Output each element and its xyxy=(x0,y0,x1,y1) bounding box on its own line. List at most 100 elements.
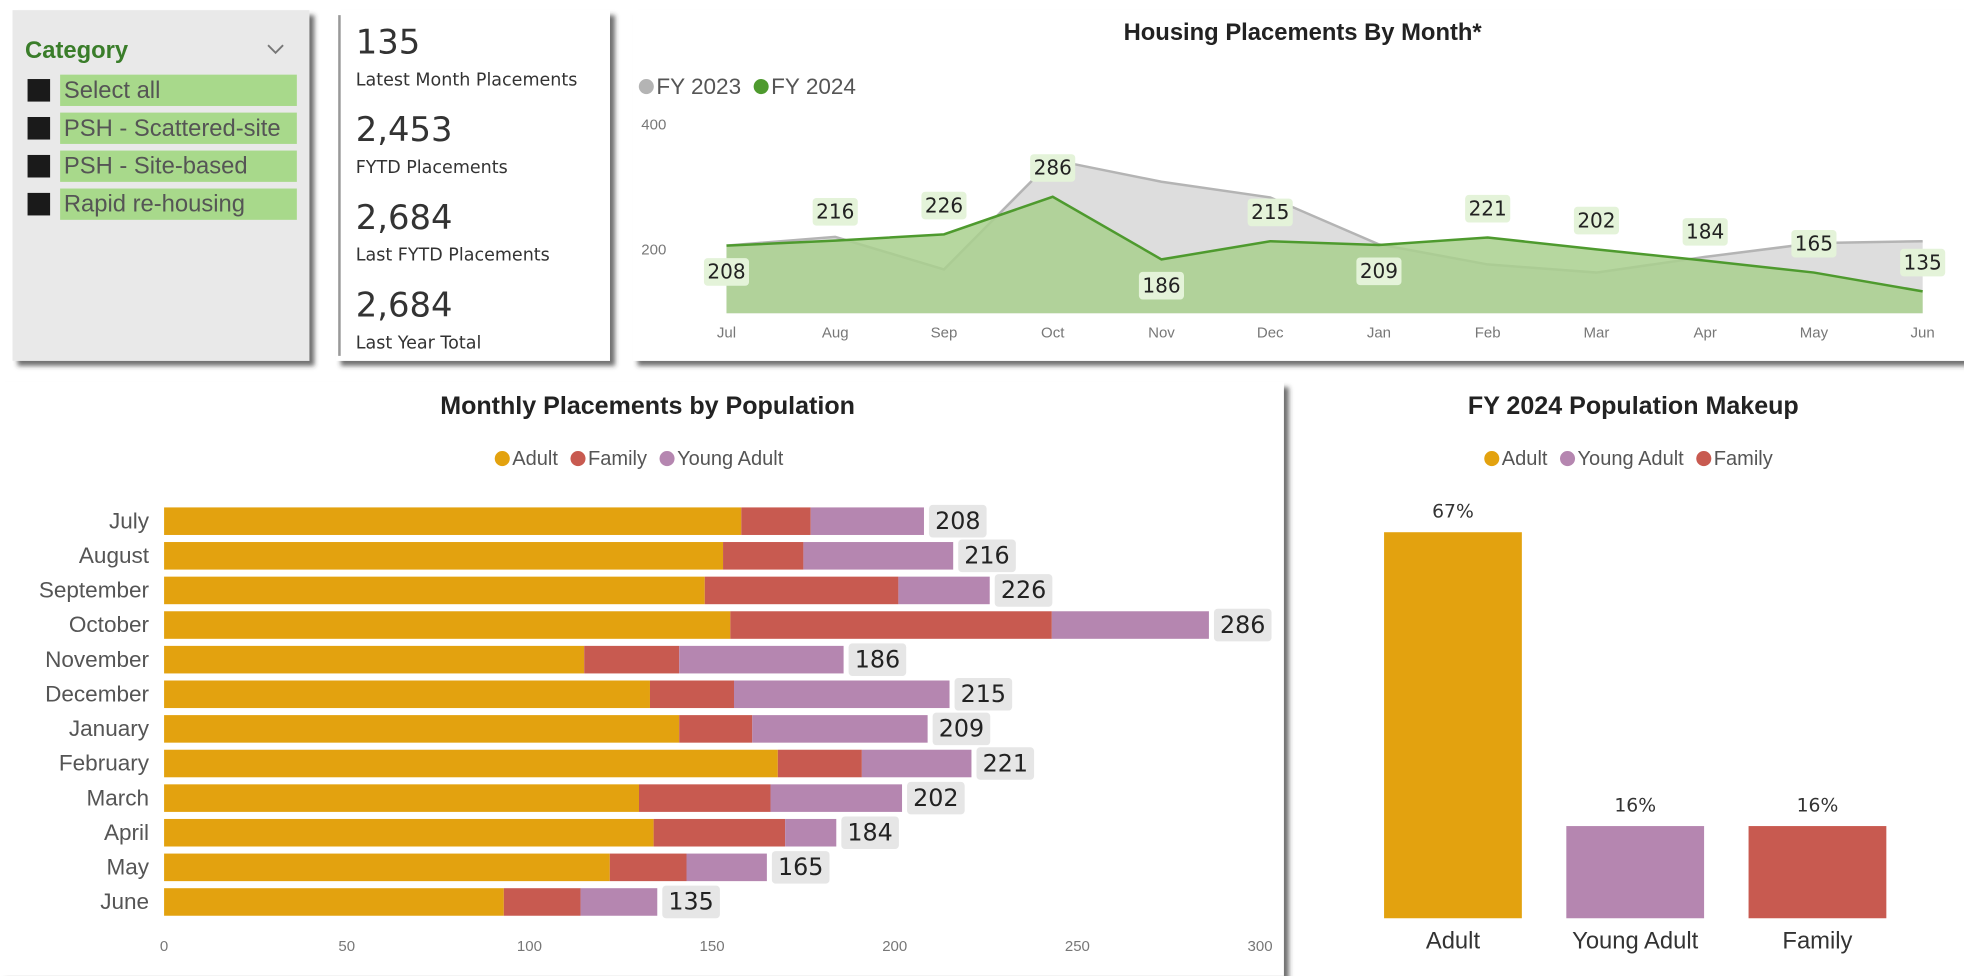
kpi-value: 2,684 xyxy=(356,286,453,325)
bar xyxy=(1566,826,1705,919)
bar-segment xyxy=(1051,611,1209,639)
slicer-item[interactable]: PSH - Site-based xyxy=(64,153,248,180)
chart-title: Housing Placements By Month* xyxy=(1124,19,1483,46)
bar-segment xyxy=(164,611,731,639)
bar-segment xyxy=(785,818,837,847)
data-label-box xyxy=(921,191,967,220)
slicer-items: Select all PSH - Scattered-site PSH - Site… xyxy=(27,74,297,220)
bar-segment xyxy=(653,818,786,847)
kpi-value: 2,453 xyxy=(356,110,453,149)
total-label-box xyxy=(954,677,1013,711)
data-label-box xyxy=(1138,271,1185,300)
bar-segment xyxy=(810,507,924,535)
data-label: 165 xyxy=(1795,232,1833,256)
chevron[interactable] xyxy=(267,44,284,55)
item-highlight xyxy=(60,188,297,220)
y-tick-label: May xyxy=(106,855,149,880)
x-tick-label: Nov xyxy=(1148,324,1175,341)
bar-segment xyxy=(733,680,950,709)
kpi-label: Latest Month Placements xyxy=(356,70,578,90)
legend-marker xyxy=(638,79,654,95)
bar-segment xyxy=(164,749,778,778)
total-label: 135 xyxy=(668,888,713,916)
x-tick-label: Dec xyxy=(1257,324,1284,341)
slicer-item[interactable]: PSH - Scattered-site xyxy=(64,115,281,142)
bar xyxy=(1748,826,1887,919)
bar-segment xyxy=(503,888,581,916)
legend: Adult Young Adult Family xyxy=(1484,448,1773,470)
bar-segment xyxy=(164,680,650,709)
y-tick-label: July xyxy=(109,508,150,533)
total-label-box xyxy=(848,643,907,676)
kpis: 135 Latest Month Placements 2,453 FYTD Plac… xyxy=(356,22,578,353)
kpi-value: 2,684 xyxy=(356,198,453,237)
bar-segment xyxy=(580,888,658,916)
total-label: 221 xyxy=(983,749,1028,777)
bar-segment xyxy=(752,715,928,743)
x-tick-label: 50 xyxy=(338,938,355,955)
data-label-box xyxy=(1900,248,1946,277)
data-label-box xyxy=(1791,229,1837,258)
data-label-box xyxy=(1356,257,1402,286)
x-tick-label: Sep xyxy=(931,324,958,341)
data-label: 135 xyxy=(1904,250,1942,274)
total-label: 209 xyxy=(939,715,984,743)
data-label: 215 xyxy=(1251,200,1289,224)
bar-segment xyxy=(609,853,687,882)
bar-segment xyxy=(686,853,767,882)
bar-segment xyxy=(164,576,705,605)
kpi-value: 135 xyxy=(356,22,421,61)
y-tick-label: February xyxy=(59,751,150,776)
x-tick-label: Mar xyxy=(1583,324,1609,341)
bar-segment xyxy=(704,576,899,605)
legend-marker xyxy=(659,451,675,467)
bar-segment xyxy=(164,784,640,812)
bar-segment xyxy=(164,853,610,882)
legend-label: Family xyxy=(588,448,647,470)
slicer-item[interactable]: Rapid re-housing xyxy=(64,191,245,218)
checkbox[interactable] xyxy=(27,154,51,178)
kpi-label: FYTD Placements xyxy=(356,158,508,178)
total-label-box xyxy=(771,851,830,884)
data-label: 221 xyxy=(1469,196,1507,220)
total-label: 202 xyxy=(913,784,958,812)
legend-label: Adult xyxy=(1502,448,1548,470)
total-label-box xyxy=(958,539,1016,573)
total-label: 186 xyxy=(855,645,900,673)
legend-label: Adult xyxy=(512,448,558,470)
y-tick-label: September xyxy=(39,578,150,603)
value-label: 67% xyxy=(1432,502,1474,523)
data-label-box xyxy=(1465,194,1511,223)
y-tick-label: June xyxy=(100,889,149,914)
slicer-item[interactable]: Select all xyxy=(64,77,160,104)
chart-title: FY 2024 Population Makeup xyxy=(1468,392,1799,420)
total-label-box xyxy=(841,816,899,850)
bar-segment xyxy=(164,818,654,847)
x-tick-label: Jan xyxy=(1367,324,1391,341)
bar-segment xyxy=(770,784,903,812)
charts: Housing Placements By Month*FY 2023 FY 20… xyxy=(39,19,1946,955)
x-tick-label: 200 xyxy=(882,938,907,955)
bar-segment xyxy=(164,542,724,570)
data-label-box xyxy=(1247,198,1293,227)
checkbox[interactable] xyxy=(27,79,51,102)
x-tick-label: 0 xyxy=(160,938,168,955)
data-label-box xyxy=(1573,206,1619,235)
slicer-panel xyxy=(12,10,310,361)
kpi-label: Last FYTD Placements xyxy=(356,246,550,266)
x-tick-label: Aug xyxy=(822,324,849,341)
data-label: 208 xyxy=(707,260,745,284)
value-label: 16% xyxy=(1614,796,1656,817)
checkbox[interactable] xyxy=(27,116,51,140)
bar-segment xyxy=(649,680,734,709)
x-tick-label: Family xyxy=(1782,927,1852,954)
bar-segment xyxy=(639,784,771,812)
item-highlight xyxy=(60,74,297,106)
total-label: 184 xyxy=(847,818,892,846)
x-tick-label: Apr xyxy=(1693,324,1716,341)
bar-panel xyxy=(0,382,1284,976)
y-tick-label: October xyxy=(69,612,150,637)
checkbox[interactable] xyxy=(27,192,51,216)
